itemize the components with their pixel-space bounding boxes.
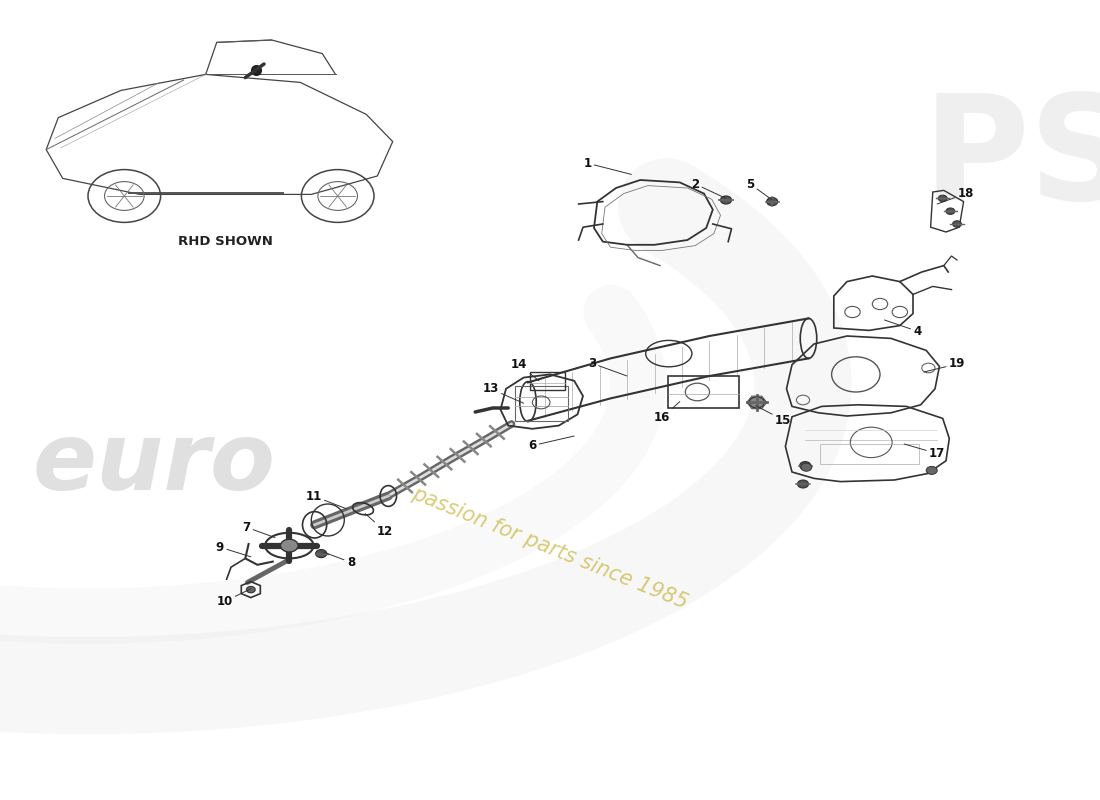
Circle shape xyxy=(946,208,955,214)
Circle shape xyxy=(926,466,937,474)
Circle shape xyxy=(749,397,764,408)
Circle shape xyxy=(953,221,961,227)
Circle shape xyxy=(800,462,811,470)
Text: 5: 5 xyxy=(746,178,772,200)
Text: 13: 13 xyxy=(483,382,524,403)
Circle shape xyxy=(316,550,327,558)
Text: 6: 6 xyxy=(528,436,574,452)
Circle shape xyxy=(767,198,778,206)
Text: 12: 12 xyxy=(365,514,393,538)
Text: 8: 8 xyxy=(323,552,355,569)
Text: RHD SHOWN: RHD SHOWN xyxy=(178,235,273,248)
Bar xyxy=(530,372,565,390)
Text: 17: 17 xyxy=(904,444,945,460)
Circle shape xyxy=(938,195,947,202)
Text: 9: 9 xyxy=(216,541,251,557)
Text: passion for parts since 1985: passion for parts since 1985 xyxy=(409,483,691,613)
Circle shape xyxy=(720,196,732,204)
Text: 7: 7 xyxy=(242,521,275,538)
Text: 3: 3 xyxy=(587,357,627,376)
Text: 19: 19 xyxy=(924,358,965,372)
Text: 1: 1 xyxy=(583,157,631,174)
Bar xyxy=(820,444,918,464)
Bar xyxy=(515,386,568,421)
Circle shape xyxy=(246,586,255,593)
Text: 15: 15 xyxy=(756,406,791,426)
Circle shape xyxy=(801,463,812,471)
Circle shape xyxy=(280,539,298,552)
Text: 18: 18 xyxy=(937,187,974,204)
Bar xyxy=(668,376,739,408)
Text: PS: PS xyxy=(923,90,1100,230)
Circle shape xyxy=(798,480,808,488)
Text: 11: 11 xyxy=(306,490,346,509)
Text: 2: 2 xyxy=(691,178,726,198)
Text: euro: euro xyxy=(33,418,275,510)
Text: 14: 14 xyxy=(512,358,539,381)
Text: 16: 16 xyxy=(654,402,680,424)
Text: 10: 10 xyxy=(217,589,251,608)
Text: 4: 4 xyxy=(884,320,922,338)
